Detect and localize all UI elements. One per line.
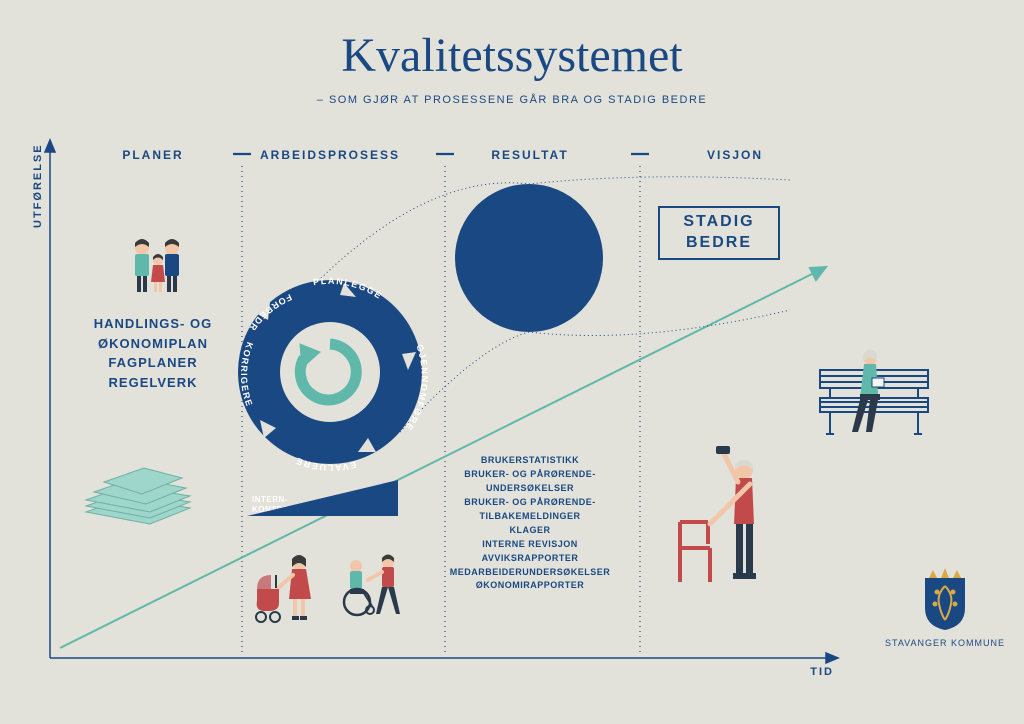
pdca-center-arrow-icon bbox=[300, 344, 356, 400]
reslist-0: BRUKERSTATISTIKK bbox=[481, 455, 579, 465]
reslist-6: INTERNE REVISJON bbox=[482, 539, 578, 549]
resultat-circle-1: BRUKER bbox=[499, 229, 559, 243]
reslist-8: MEDARBEIDERUNDERSØKELSER bbox=[450, 567, 611, 577]
stadig-bedre-2: BEDRE bbox=[686, 234, 752, 251]
wheelchair-pair-icon bbox=[344, 555, 400, 616]
intern-kontroll-2: KONTROLL bbox=[252, 505, 300, 514]
col-arbeidsprosess: ARBEIDSPROSESS bbox=[250, 148, 410, 162]
resultat-list: BRUKERSTATISTIKK BRUKER- OG PÅRØRENDE- U… bbox=[420, 454, 640, 593]
intern-kontroll-1: INTERN- bbox=[252, 495, 288, 504]
exercise-person-icon bbox=[680, 446, 756, 582]
x-axis-label: TID bbox=[810, 666, 834, 678]
planer-line-3: FAGPLANER bbox=[108, 355, 197, 370]
family-icon bbox=[135, 239, 179, 292]
page-title: Kvalitetssystemet bbox=[0, 28, 1024, 83]
svg-text:PLANLEGGE: PLANLEGGE bbox=[312, 276, 384, 302]
reslist-4: TILBAKEMELDINGER bbox=[480, 511, 581, 521]
svg-text:KORRIGERE: KORRIGERE bbox=[239, 341, 255, 409]
stadig-bedre-box: STADIG BEDRE bbox=[658, 206, 780, 260]
planer-line-1: HANDLINGS- OG bbox=[94, 316, 212, 331]
svg-text:GJENNOMFØRE: GJENNOMFØRE bbox=[403, 343, 430, 433]
pdca-label-1: GJENNOMFØRE bbox=[403, 343, 430, 433]
planer-list: HANDLINGS- OG ØKONOMIPLAN FAGPLANER REGE… bbox=[73, 314, 233, 392]
resultat-circle-text: BRUKER MEDARBEIDER ØKONOMI bbox=[455, 227, 603, 285]
pdca-label-2: EVALUERE bbox=[293, 455, 357, 472]
planer-line-4: REGELVERK bbox=[109, 375, 198, 390]
pram-woman-icon bbox=[256, 555, 311, 622]
page-subtitle: – SOM GJØR AT PROSESSENE GÅR BRA OG STAD… bbox=[0, 94, 1024, 106]
resultat-circle-2: MEDARBEIDER bbox=[476, 248, 582, 262]
col-resultat: RESULTAT bbox=[480, 148, 580, 162]
col-planer: PLANER bbox=[103, 148, 203, 162]
reslist-7: AVVIKSRAPPORTER bbox=[482, 553, 579, 563]
reslist-5: KLAGER bbox=[510, 525, 551, 535]
reslist-2: UNDERSØKELSER bbox=[486, 483, 574, 493]
bench-woman-icon bbox=[820, 350, 928, 435]
planer-line-2: ØKONOMIPLAN bbox=[98, 336, 208, 351]
reslist-1: BRUKER- OG PÅRØRENDE- bbox=[464, 469, 596, 479]
col-visjon: VISJON bbox=[685, 148, 785, 162]
paper-stack-icon bbox=[86, 468, 190, 524]
y-axis-label: UTFØRELSE bbox=[32, 143, 44, 228]
pdca-label-0: PLANLEGGE bbox=[312, 276, 384, 302]
pdca-label-3: KORRIGERE bbox=[239, 341, 255, 409]
intern-kontroll-label: INTERN- KONTROLL bbox=[252, 495, 300, 514]
svg-text:EVALUERE: EVALUERE bbox=[293, 455, 357, 472]
reslist-3: BRUKER- OG PÅRØRENDE- bbox=[464, 497, 596, 507]
reslist-9: ØKONOMIRAPPORTER bbox=[476, 580, 585, 590]
kommune-label: STAVANGER KOMMUNE bbox=[875, 638, 1015, 648]
kommune-shield-icon bbox=[925, 568, 965, 630]
stadig-bedre-1: STADIG bbox=[683, 213, 754, 230]
resultat-circle-3: ØKONOMI bbox=[494, 267, 563, 281]
